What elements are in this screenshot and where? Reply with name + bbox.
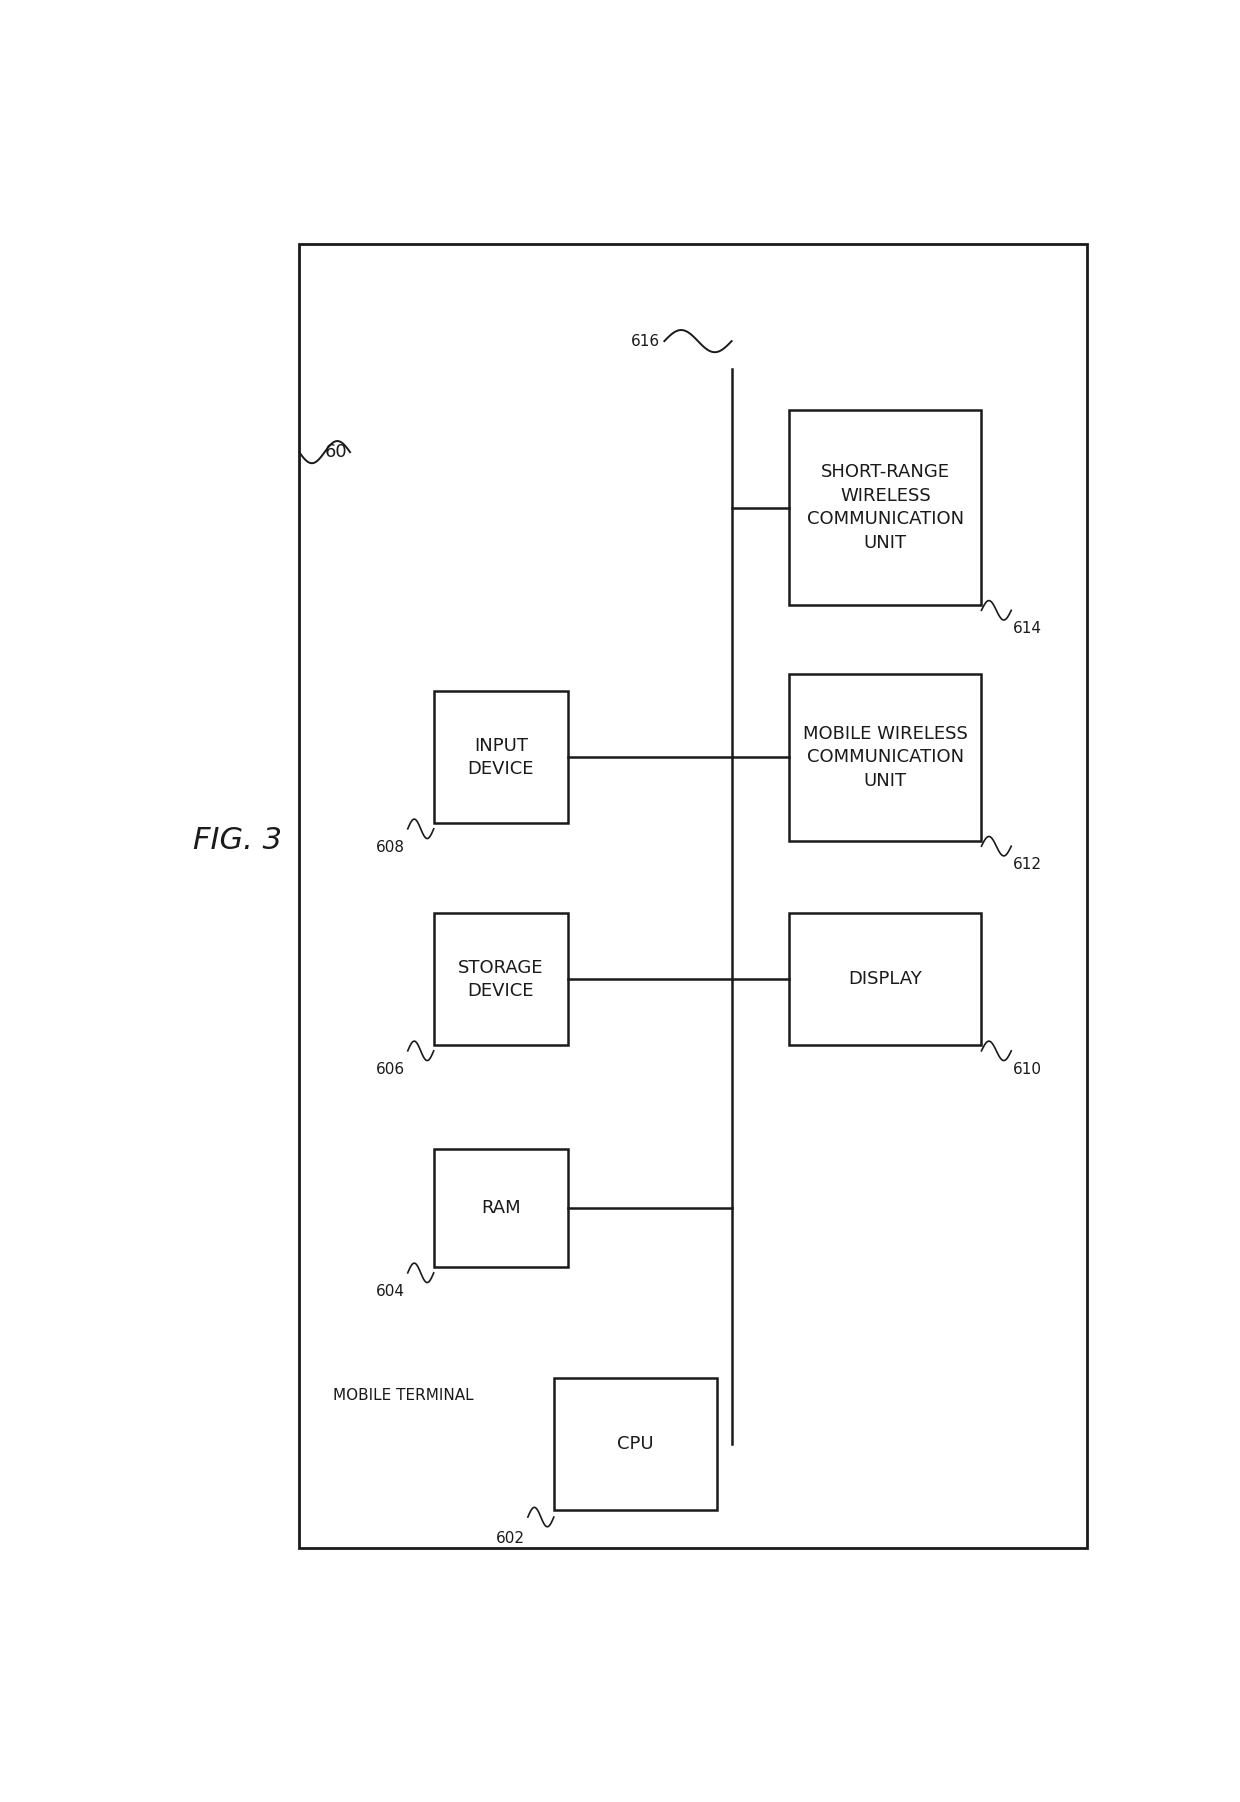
Text: SHORT-RANGE
WIRELESS
COMMUNICATION
UNIT: SHORT-RANGE WIRELESS COMMUNICATION UNIT: [807, 463, 963, 551]
Text: MOBILE WIRELESS
COMMUNICATION
UNIT: MOBILE WIRELESS COMMUNICATION UNIT: [804, 724, 967, 789]
Text: MOBILE TERMINAL: MOBILE TERMINAL: [332, 1388, 474, 1404]
Text: 610: 610: [1013, 1061, 1042, 1078]
Text: 614: 614: [1013, 622, 1042, 636]
Bar: [789, 914, 982, 1045]
Text: 606: 606: [376, 1061, 404, 1078]
Text: STORAGE
DEVICE: STORAGE DEVICE: [459, 959, 543, 1000]
Text: 60: 60: [325, 443, 347, 461]
Text: DISPLAY: DISPLAY: [848, 971, 923, 987]
Bar: [434, 692, 568, 824]
Text: 604: 604: [376, 1285, 404, 1299]
Text: 608: 608: [376, 840, 404, 854]
Text: 612: 612: [1013, 858, 1042, 872]
Bar: [299, 243, 1087, 1548]
Bar: [789, 674, 982, 840]
Text: 616: 616: [630, 333, 660, 348]
Text: FIG. 3: FIG. 3: [193, 825, 283, 856]
Text: 602: 602: [496, 1532, 525, 1546]
Bar: [789, 411, 982, 605]
Bar: [434, 1150, 568, 1267]
Bar: [434, 914, 568, 1045]
Text: INPUT
DEVICE: INPUT DEVICE: [467, 737, 534, 778]
Text: CPU: CPU: [618, 1434, 653, 1452]
Text: RAM: RAM: [481, 1200, 521, 1218]
Bar: [554, 1379, 717, 1510]
